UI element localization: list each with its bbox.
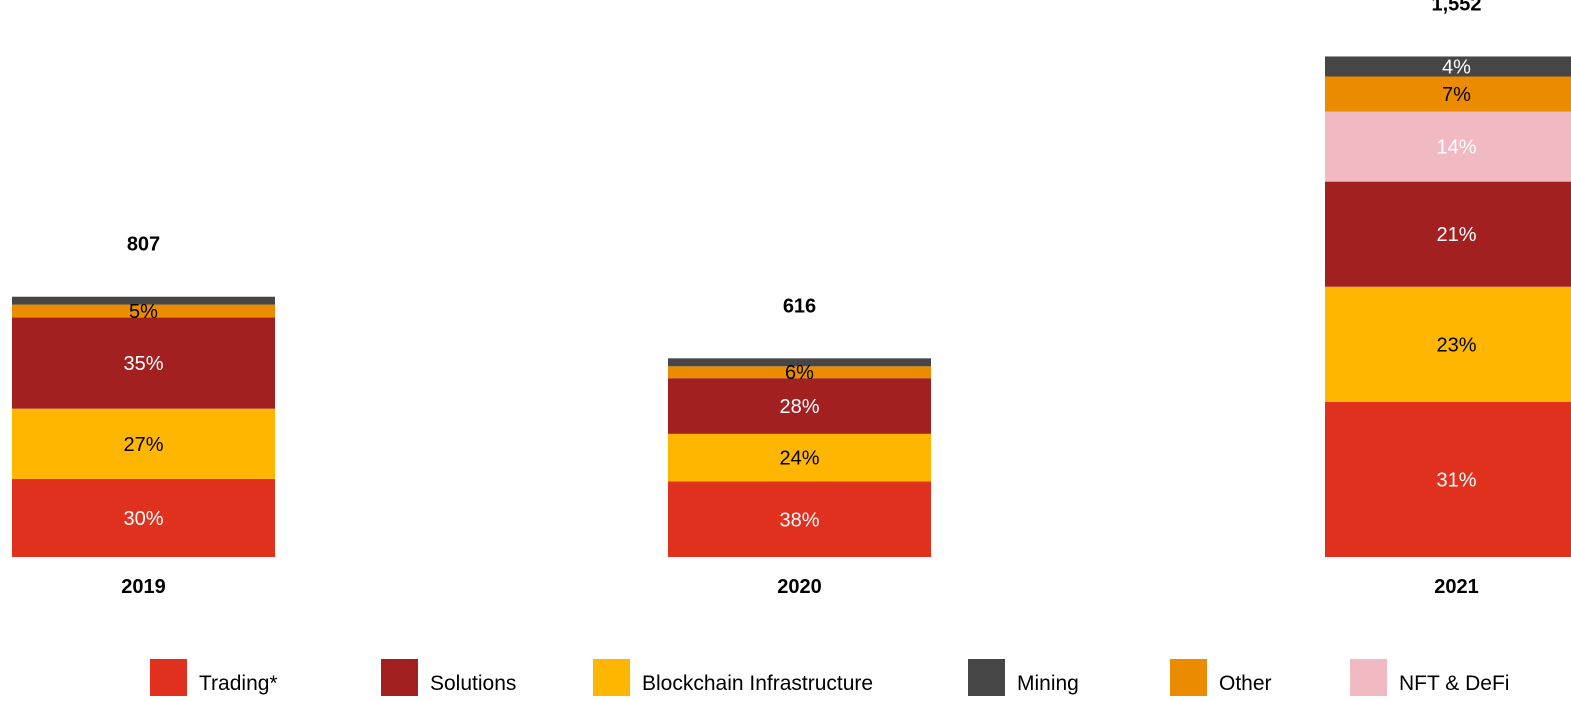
bar-segment-2020-mining [668, 358, 931, 367]
data-label: 4% [1442, 56, 1471, 78]
bar-segment-2021-trading- [1325, 401, 1571, 557]
legend-label-mining: Mining [1017, 672, 1079, 695]
data-label: 28% [779, 396, 819, 418]
data-label: 14% [1436, 137, 1476, 159]
data-label: 35% [123, 353, 163, 375]
legend-swatch-trading- [150, 659, 187, 696]
total-label: 616 [783, 295, 816, 317]
data-label: 30% [123, 508, 163, 530]
data-label: 31% [1436, 469, 1476, 491]
legend-label-nft-defi: NFT & DeFi [1399, 672, 1509, 695]
total-label: 1,552 [1431, 0, 1481, 15]
bar-segment-2021-blockchain-infrastructure [1325, 286, 1571, 402]
legend-label-trading-: Trading* [199, 672, 278, 695]
legend-swatch-other [1170, 659, 1207, 696]
legend-swatch-solutions [381, 659, 418, 696]
bar-segment-2020-blockchain-infrastructure [668, 433, 931, 482]
data-label: 7% [1442, 84, 1471, 106]
data-label: 27% [123, 434, 163, 456]
legend: Trading* Solutions Blockchain Infrastructu… [150, 659, 1509, 696]
total-label: 807 [127, 234, 160, 256]
data-label: 38% [779, 509, 819, 531]
data-label: 24% [779, 448, 819, 470]
bar-segment-2019-blockchain-infrastructure [12, 408, 275, 479]
bar-segment-2021-other [1325, 76, 1571, 112]
bars-layer [12, 56, 1571, 557]
bar-segment-2021-solutions [1325, 181, 1571, 287]
data-label: 23% [1436, 334, 1476, 356]
legend-swatch-mining [968, 659, 1005, 696]
legend-label-blockchain-infrastructure: Blockchain Infrastructure [642, 672, 873, 695]
legend-label-other: Other [1219, 672, 1272, 695]
data-label: 5% [129, 301, 158, 323]
x-tick-label: 2020 [777, 576, 822, 598]
labels-layer: 30% 27% 35% 5% 807 2019 38% 24% 28% 6% 616 2020 31% 2… [121, 0, 1481, 598]
bar-segment-2019-solutions [12, 317, 275, 409]
bar-segment-2019-trading- [12, 478, 275, 557]
bar-segment-2021-nft-defi [1325, 111, 1571, 182]
bar-segment-2019-other [12, 304, 275, 318]
x-tick-label: 2019 [121, 576, 166, 598]
legend-swatch-nft-defi [1350, 659, 1387, 696]
data-label: 21% [1436, 224, 1476, 246]
bar-segment-2020-trading- [668, 481, 931, 557]
x-tick-label: 2021 [1434, 576, 1479, 598]
bar-segment-2020-solutions [668, 378, 931, 434]
data-label: 6% [785, 362, 814, 384]
bar-segment-2019-mining [12, 296, 275, 305]
bar-segment-2020-other [668, 366, 931, 379]
legend-swatch-blockchain-infrastructure [593, 659, 630, 696]
bar-segment-2021-mining [1325, 56, 1571, 77]
legend-label-solutions: Solutions [430, 672, 516, 695]
